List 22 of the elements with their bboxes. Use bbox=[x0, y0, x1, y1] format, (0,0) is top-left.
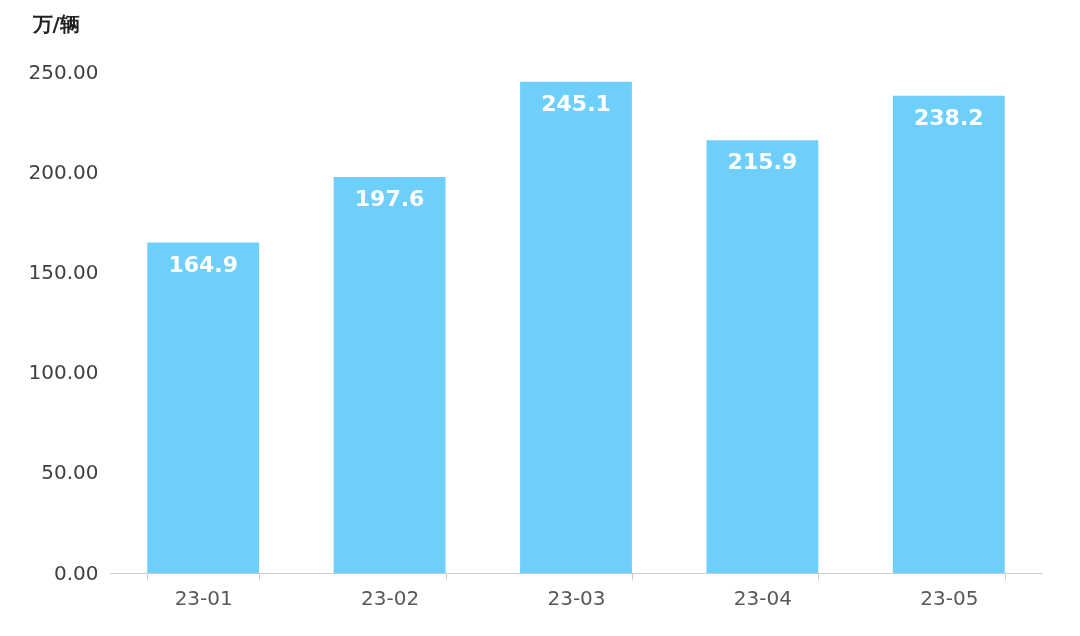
bar bbox=[892, 95, 1005, 573]
bar bbox=[333, 177, 446, 573]
y-tick-label: 150.00 bbox=[28, 259, 99, 284]
y-tick-label: 100.00 bbox=[28, 360, 99, 385]
data-label: 215.9 bbox=[727, 149, 798, 175]
data-label: 197.6 bbox=[354, 186, 425, 212]
data-label: 164.9 bbox=[168, 251, 238, 277]
y-tick-label: 50.00 bbox=[41, 460, 99, 485]
y-tick-label: 0.00 bbox=[53, 560, 99, 585]
y-axis-title: 万/辆 bbox=[31, 11, 80, 36]
data-label: 238.2 bbox=[914, 104, 984, 130]
bar bbox=[147, 242, 260, 573]
x-tick-label: 23-04 bbox=[733, 585, 792, 610]
y-tick-label: 200.00 bbox=[28, 159, 99, 184]
x-tick-label: 23-03 bbox=[547, 585, 606, 610]
x-tick-label: 23-01 bbox=[174, 585, 233, 610]
y-tick-label: 250.00 bbox=[28, 59, 99, 84]
x-tick-label: 23-02 bbox=[361, 585, 420, 610]
data-label: 245.1 bbox=[541, 90, 611, 116]
bar bbox=[706, 140, 819, 573]
bar bbox=[520, 81, 632, 573]
x-tick-label: 23-05 bbox=[920, 585, 979, 610]
